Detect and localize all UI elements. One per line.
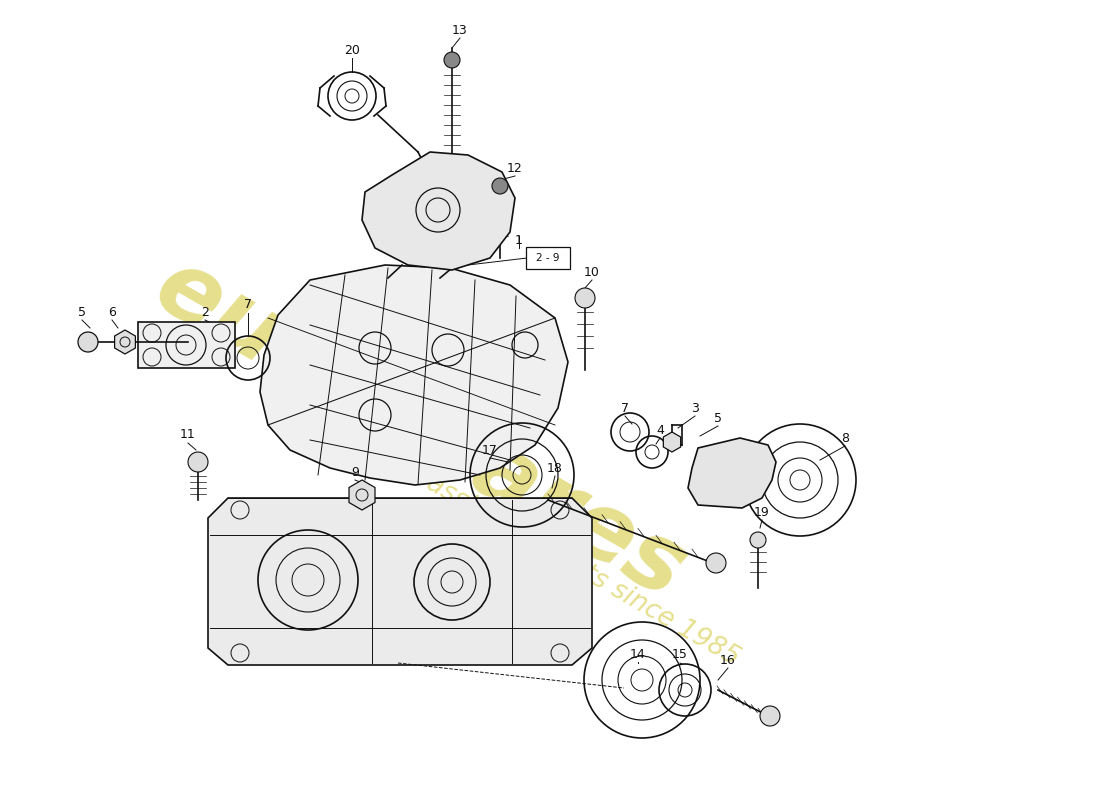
Circle shape	[492, 178, 508, 194]
Circle shape	[760, 706, 780, 726]
Text: 8: 8	[842, 431, 849, 445]
Text: 9: 9	[351, 466, 359, 478]
Text: 18: 18	[547, 462, 563, 474]
Circle shape	[575, 288, 595, 308]
Polygon shape	[663, 432, 681, 452]
Text: 20: 20	[344, 43, 360, 57]
Polygon shape	[208, 498, 592, 665]
Text: 5: 5	[714, 411, 722, 425]
Circle shape	[750, 532, 766, 548]
Text: 3: 3	[691, 402, 698, 414]
Text: 17: 17	[482, 443, 498, 457]
Text: 13: 13	[452, 23, 468, 37]
Polygon shape	[138, 322, 235, 368]
Text: 12: 12	[507, 162, 522, 174]
Text: 5: 5	[78, 306, 86, 318]
Text: 4: 4	[656, 423, 664, 437]
Polygon shape	[260, 265, 568, 485]
Text: eurospares: eurospares	[139, 241, 702, 619]
Text: a passion for parts since 1985: a passion for parts since 1985	[386, 449, 744, 671]
Circle shape	[78, 332, 98, 352]
Text: 10: 10	[584, 266, 600, 278]
Text: 2: 2	[201, 306, 209, 318]
Polygon shape	[362, 152, 515, 270]
Text: 7: 7	[244, 298, 252, 311]
Text: 11: 11	[180, 429, 196, 442]
Circle shape	[706, 553, 726, 573]
Polygon shape	[688, 438, 776, 508]
Text: 2 - 9: 2 - 9	[537, 253, 560, 263]
Circle shape	[444, 52, 460, 68]
Text: 6: 6	[108, 306, 115, 318]
Text: 14: 14	[630, 649, 646, 662]
Text: 7: 7	[621, 402, 629, 414]
Text: 16: 16	[720, 654, 736, 666]
Text: 19: 19	[755, 506, 770, 518]
Text: 1: 1	[515, 234, 522, 246]
Polygon shape	[349, 480, 375, 510]
Circle shape	[188, 452, 208, 472]
Text: 15: 15	[672, 649, 688, 662]
Polygon shape	[114, 330, 135, 354]
FancyBboxPatch shape	[526, 247, 570, 269]
